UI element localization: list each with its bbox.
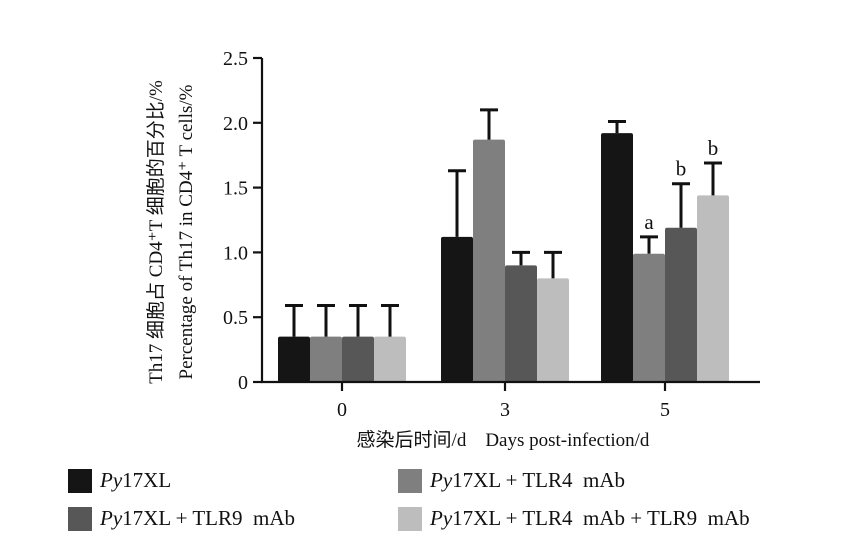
y-tick-label: 0.5 [223,307,248,329]
bar [310,336,342,382]
legend-swatch [398,468,422,493]
legend-label-italic: Py [100,506,123,530]
y-axis: 0 0.5 1.0 1.5 2.0 2.5 [223,48,264,394]
significance-letter: b [708,136,719,160]
y-axis-label-english: Percentage of Th17 in CD4⁺ T cells/% [176,84,197,379]
bar [278,336,310,382]
bar [665,227,697,382]
legend-label: 17XL + TLR4 mAb + TLR9 mAb [452,506,750,530]
x-tick-label: 5 [660,399,670,421]
significance-letter: a [644,210,654,234]
bar [441,236,473,382]
bar [505,265,537,382]
y-axis-label-chinese: Th17 细胞占 CD4⁺T 细胞的百分比/% [145,80,167,384]
legend-item: Py 17XL + TLR9 mAb [68,506,295,531]
y-tick-label: 1.0 [223,242,248,264]
y-tick-label: 2.0 [223,113,248,135]
legend: Py 17XL Py 17XL + TLR4 mAb Py 17XL + TLR9 mAb… [68,468,838,538]
x-tick-label: 0 [337,399,347,421]
bar [537,278,569,382]
legend-label: 17XL + TLR4 mAb [452,468,625,492]
legend-label-italic: Py [430,468,453,492]
bar [697,195,729,382]
x-tick-label: 3 [500,399,510,421]
legend-item: Py 17XL [68,468,171,493]
legend-swatch [68,506,92,531]
bars: a bb [278,108,729,382]
legend-label-italic: Py [430,506,453,530]
y-tick-label: 2.5 [223,48,248,70]
legend-label: 17XL [122,468,172,492]
bar [374,336,406,382]
x-axis-label: 感染后时间/d Days post-infection/d [357,429,650,451]
legend-label-italic: Py [100,468,123,492]
legend-swatch [68,468,92,493]
y-tick-label: 0 [238,372,248,394]
bar [633,253,665,382]
bar [473,139,505,382]
y-tick-label: 1.5 [223,178,248,200]
legend-swatch [398,506,422,531]
bar [601,133,633,382]
legend-item: Py 17XL + TLR4 mAb + TLR9 mAb [398,506,750,531]
bar [342,336,374,382]
legend-label: 17XL + TLR9 mAb [122,506,295,530]
significance-letter: b [676,157,687,181]
bar-chart: 0 0.5 1.0 1.5 2.0 2.5 a bb 0 3 5 Th17 细胞占 CD4⁺T … [145,48,760,451]
legend-item: Py 17XL + TLR4 mAb [398,468,625,493]
x-axis: 0 3 5 [261,380,760,421]
